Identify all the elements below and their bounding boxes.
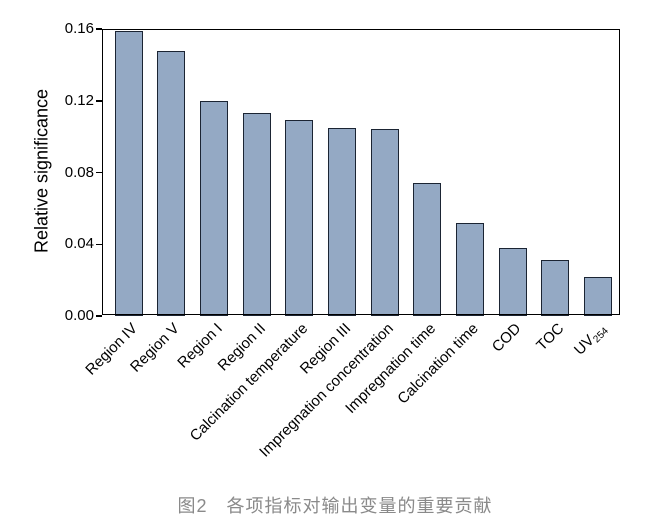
bar xyxy=(327,127,356,316)
y-axis-tick-mark xyxy=(95,100,102,102)
y-axis-tick-mark xyxy=(95,171,102,174)
y-axis-tick-label: 0.16 xyxy=(64,20,94,37)
bar xyxy=(413,183,442,316)
y-axis-tick-mark xyxy=(95,243,102,245)
bar xyxy=(370,129,399,316)
y-axis-tick-mark xyxy=(95,315,102,317)
bar xyxy=(583,276,612,316)
y-axis-tick-label: 0.08 xyxy=(64,163,94,181)
y-axis-tick-mark xyxy=(95,28,102,30)
bar xyxy=(114,30,143,316)
x-axis-category-label: UV254 xyxy=(571,325,612,359)
bar xyxy=(242,113,271,316)
bar xyxy=(285,120,314,316)
bar xyxy=(199,100,228,316)
figure-caption: 图2 各项指标对输出变量的重要贡献 xyxy=(177,496,493,516)
bar xyxy=(541,260,570,316)
x-axis-category-label: COD xyxy=(489,320,525,356)
y-axis-tick-label: 0.04 xyxy=(64,235,94,253)
x-axis-category-label: Calcination time xyxy=(394,320,482,408)
bar xyxy=(498,247,527,316)
bar xyxy=(455,222,484,316)
x-axis-category-label: Region IV xyxy=(81,320,141,379)
x-axis-category-label: TOC xyxy=(533,320,568,355)
y-axis-tick-label: 0.00 xyxy=(64,307,94,324)
bar xyxy=(157,50,186,316)
y-axis-tick-label: 0.12 xyxy=(64,91,94,109)
